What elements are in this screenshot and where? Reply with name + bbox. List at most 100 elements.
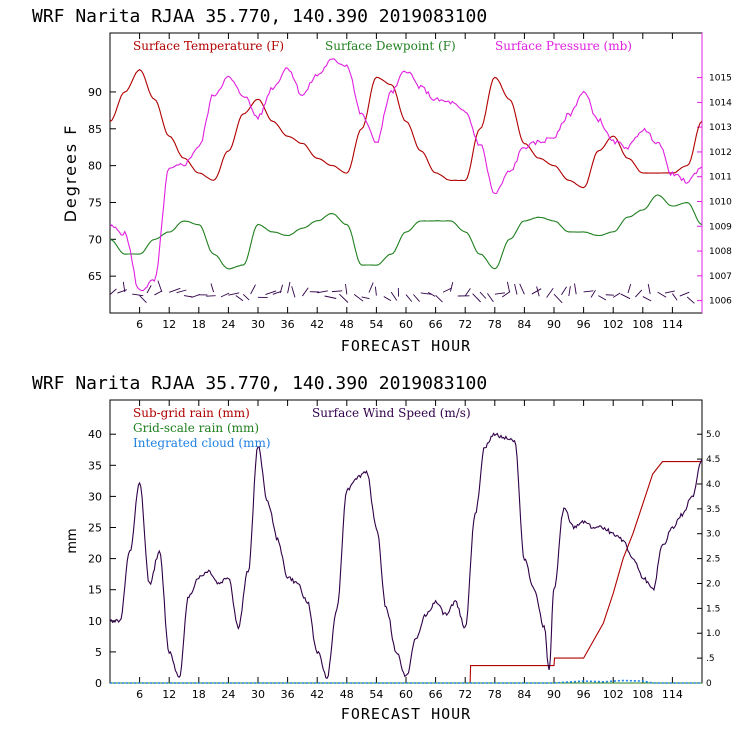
- bottom-x-ticks: 6 12 18 24 30 36 42 48 54 60 66 72 78 84 90 96 102 108 114: [136, 400, 683, 701]
- wind-barb: [568, 286, 571, 297]
- wind-barb: [561, 286, 567, 296]
- top-y2-tick-label: 1012: [709, 148, 732, 158]
- bottom-x-tick-label: 78: [488, 688, 502, 701]
- wind-barb: [317, 290, 328, 294]
- bottom-x-tick-label: 24: [221, 688, 235, 701]
- wind-barb: [546, 288, 554, 298]
- top-x-tick-label: 102: [603, 318, 624, 331]
- wind-barb: [132, 293, 144, 297]
- wind-barb: [464, 288, 471, 297]
- top-x-tick-label: 96: [577, 318, 591, 331]
- top-x-tick-label: 48: [340, 318, 354, 331]
- wind-barb: [183, 295, 193, 298]
- bottom-y2-tick-label: 0: [706, 679, 712, 689]
- bottom-y-tick-label: 10: [88, 615, 102, 628]
- top-y-tick-label: 85: [88, 123, 102, 136]
- wind-barb: [413, 294, 420, 302]
- top-y-tick-label: 70: [88, 233, 102, 246]
- top-x-tick-label: 30: [251, 318, 265, 331]
- top-x-tick-label: 42: [310, 318, 324, 331]
- wind-barb: [176, 289, 187, 294]
- wind-barb: [220, 292, 230, 298]
- wind-barb: [514, 283, 518, 295]
- wind-barb: [146, 285, 152, 294]
- wind-barb: [583, 290, 594, 293]
- bottom-x-tick-label: 60: [399, 688, 413, 701]
- wind-barb: [206, 295, 216, 297]
- wind-barb: [291, 286, 296, 298]
- wind-barb: [287, 281, 291, 294]
- bottom-x-tick-label: 90: [547, 688, 561, 701]
- wind-barb: [642, 296, 652, 302]
- bottom-title: WRF Narita RJAA 35.770, 140.390 20190831…: [32, 373, 487, 394]
- wind-barb: [598, 295, 607, 301]
- top-x-tick-label: 6: [136, 318, 143, 331]
- wind-barb: [109, 288, 117, 295]
- top-y-tick-label: 65: [88, 270, 102, 283]
- wind-barbs: [109, 280, 695, 304]
- bottom-x-tick-label: 54: [369, 688, 383, 701]
- bottom-series-group: [109, 432, 703, 684]
- top-x-tick-label: 60: [399, 318, 413, 331]
- wind-barb: [228, 292, 240, 296]
- bottom-series-line-0: [110, 461, 702, 684]
- wind-barb: [368, 282, 374, 293]
- top-x-tick-label: 84: [517, 318, 531, 331]
- wind-barb: [519, 283, 525, 295]
- wind-barb: [265, 290, 277, 295]
- bottom-x-tick-label: 96: [577, 688, 591, 701]
- bottom-y2-tick-label: 3.0: [706, 530, 721, 540]
- wind-barb: [279, 284, 284, 294]
- legend-surface-temperature: Surface Temperature (F): [133, 39, 284, 53]
- bottom-x-tick-label: 114: [662, 688, 683, 701]
- wind-barb: [272, 290, 282, 295]
- top-x-tick-label: 12: [162, 318, 176, 331]
- wind-barb: [627, 283, 632, 294]
- wind-barb: [472, 293, 481, 303]
- top-y2-ticks: 1006 1007 1008 1009 1010 1011 1012 1013 1014 1015: [697, 74, 732, 307]
- wind-barb: [117, 289, 127, 294]
- wind-barb: [139, 295, 147, 304]
- legend-integrated-cloud: Integrated cloud (mm): [133, 436, 271, 450]
- top-x-tick-label: 18: [192, 318, 206, 331]
- wind-barb: [353, 294, 364, 302]
- bottom-y-tick-label: 15: [88, 584, 102, 597]
- bottom-y2-tick-label: 2.5: [706, 555, 720, 565]
- legend-surface-wind-speed: Surface Wind Speed (m/s): [312, 406, 471, 420]
- bottom-x-tick-label: 48: [340, 688, 354, 701]
- bottom-y2-tick-label: .5: [706, 654, 715, 664]
- top-y-ticks: 65 70 75 80 85 90: [88, 86, 116, 283]
- wind-barb: [620, 293, 631, 300]
- top-x-tick-label: 72: [458, 318, 472, 331]
- bottom-x-tick-label: 12: [162, 688, 176, 701]
- wind-barb: [390, 291, 398, 301]
- wind-barb: [122, 281, 126, 293]
- wind-barb: [405, 294, 413, 302]
- top-series-line-2: [109, 58, 703, 292]
- top-x-tick-label: 54: [369, 318, 383, 331]
- top-panel: WRF Narita RJAA 35.770, 140.390 20190831…: [32, 6, 732, 355]
- bottom-y2-ticks: 0 .5 1.0 1.5 2.0 2.5 3.0 3.5 4.0 4.5 5.0: [697, 430, 721, 689]
- bottom-y2-tick-label: 4.5: [706, 455, 720, 465]
- bottom-x-tick-label: 84: [517, 688, 531, 701]
- wind-barb: [157, 280, 163, 293]
- wind-barb: [331, 290, 343, 293]
- bottom-x-tick-label: 72: [458, 688, 472, 701]
- wind-barb: [169, 287, 181, 293]
- wind-barb: [235, 295, 244, 302]
- wind-barb: [506, 281, 511, 293]
- bottom-y2-tick-label: 4.0: [706, 480, 721, 490]
- top-title: WRF Narita RJAA 35.770, 140.390 20190831…: [32, 6, 487, 27]
- bottom-y2-tick-label: 3.5: [706, 505, 720, 515]
- wind-barb: [361, 296, 370, 300]
- top-x-tick-label: 78: [488, 318, 502, 331]
- bottom-series-line-1: [109, 432, 703, 680]
- bottom-x-tick-label: 102: [603, 688, 624, 701]
- wind-barb: [345, 283, 348, 295]
- top-y-tick-label: 80: [88, 160, 102, 173]
- legend-subgrid-rain: Sub-grid rain (mm): [133, 406, 250, 420]
- bottom-y-tick-label: 5: [95, 646, 102, 659]
- bottom-panel: WRF Narita RJAA 35.770, 140.390 20190831…: [32, 373, 721, 723]
- wind-barb: [487, 293, 494, 303]
- top-series-line-0: [109, 69, 703, 189]
